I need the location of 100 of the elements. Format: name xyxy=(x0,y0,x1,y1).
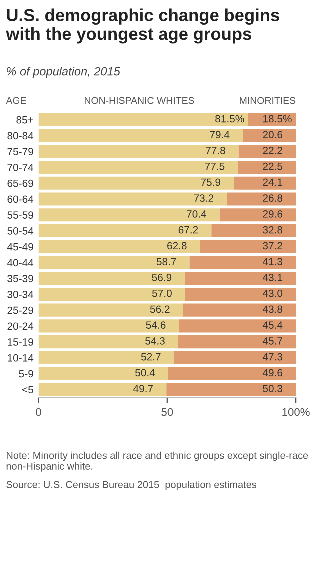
bar xyxy=(38,145,239,158)
y-tick-label: 65-69 xyxy=(8,180,34,188)
y-tick-label: 5-9 xyxy=(19,370,34,378)
bar xyxy=(174,351,296,364)
bar xyxy=(166,383,296,396)
series-label: NON-HISPANIC WHITES xyxy=(85,97,194,104)
data-label: 29.6 xyxy=(263,210,283,218)
bar xyxy=(190,256,296,270)
data-label: 77.8 xyxy=(206,147,226,154)
y-tick-label: 85+ xyxy=(16,116,34,124)
bar xyxy=(38,208,220,222)
bar xyxy=(200,240,296,254)
bar xyxy=(38,336,178,349)
data-label: 50.3 xyxy=(263,385,283,392)
text: Note: Minority includes all race and ethnic groups except single-race non-Hispanic white. xyxy=(6,452,308,472)
bar xyxy=(220,208,296,222)
data-label: 37.2 xyxy=(263,242,282,250)
data-label: 43.0 xyxy=(262,290,283,298)
y-tick-label: 50-54 xyxy=(8,227,34,235)
y-tick-label: 35-39 xyxy=(8,275,34,282)
bar xyxy=(38,240,200,254)
data-label: 79.4 xyxy=(210,131,230,139)
bar xyxy=(38,224,212,238)
source-note: Source: U.S. Census Bureau 2015 population estimates xyxy=(6,480,257,490)
data-label: 49.6 xyxy=(262,369,283,377)
data-label: 67.2 xyxy=(178,226,198,234)
bar xyxy=(185,288,296,301)
bar xyxy=(38,351,174,364)
data-label: 73.2 xyxy=(194,194,214,202)
bar xyxy=(183,304,296,317)
chart-subtitle: % of population, 2015 xyxy=(7,67,120,78)
bar xyxy=(185,272,296,286)
data-label: 24.1 xyxy=(263,178,282,186)
data-label: 32.8 xyxy=(263,226,283,234)
data-label: 49.7 xyxy=(134,385,154,392)
data-label: 52.7 xyxy=(141,353,161,361)
bar xyxy=(227,192,296,206)
chart-title: U.S. demographic change begins with the youngest age groups xyxy=(6,8,280,44)
bar xyxy=(38,256,190,270)
y-tick-label: 10-14 xyxy=(8,354,34,362)
y-tick-label: <5 xyxy=(22,386,34,394)
data-label: 56.9 xyxy=(152,274,172,282)
bar xyxy=(178,336,296,349)
data-label: 20.6 xyxy=(263,131,283,139)
bar xyxy=(38,113,248,126)
bar xyxy=(168,367,296,380)
bar xyxy=(38,272,186,286)
y-tick-label: 25-29 xyxy=(8,306,34,314)
y-tick-label: 30-34 xyxy=(8,290,34,298)
x-tick-label: 50 xyxy=(162,408,174,416)
data-label: 58.7 xyxy=(156,258,176,266)
y-tick-label: 60-64 xyxy=(8,196,34,204)
data-label: 62.8 xyxy=(168,242,187,250)
data-label: 75.9 xyxy=(201,178,220,186)
bar xyxy=(38,383,167,396)
data-label: 77.5 xyxy=(205,163,225,170)
data-label: 57.0 xyxy=(152,290,172,298)
data-label: 43.1 xyxy=(262,274,282,282)
data-label: 47.3 xyxy=(262,353,283,361)
bar xyxy=(212,224,296,238)
bar xyxy=(38,304,184,317)
y-tick-label: 75-79 xyxy=(8,148,34,156)
y-tick-label: 45-49 xyxy=(7,243,34,251)
data-label: 50.4 xyxy=(136,369,156,377)
bar xyxy=(38,160,238,174)
bar xyxy=(38,320,180,333)
bar xyxy=(38,367,168,380)
bar xyxy=(38,129,244,142)
y-tick-label: 70-74 xyxy=(8,164,34,172)
y-tick-label: 80-84 xyxy=(8,132,34,140)
data-label: 22.5 xyxy=(263,162,283,170)
x-tick-label: 100% xyxy=(282,408,310,416)
data-label: 81.5% xyxy=(216,115,244,123)
x-tick-label: 0 xyxy=(36,408,42,416)
bar xyxy=(238,160,296,174)
series-label: MINORITIES xyxy=(240,97,296,104)
bar xyxy=(38,176,234,190)
data-label: 54.6 xyxy=(146,322,166,329)
bar xyxy=(234,176,296,190)
y-tick-label: 15-19 xyxy=(8,338,34,346)
bar xyxy=(243,129,296,142)
y-tick-label: 55-59 xyxy=(8,212,34,219)
data-label: 26.8 xyxy=(263,194,283,202)
bar xyxy=(38,288,186,301)
data-label: 18.5% xyxy=(264,115,292,123)
data-label: 45.4 xyxy=(262,322,283,329)
bar xyxy=(248,113,296,126)
data-label: 43.8 xyxy=(262,306,283,314)
y-axis-title: AGE xyxy=(6,97,26,104)
y-tick-label: 40-44 xyxy=(7,259,34,267)
bar xyxy=(238,145,296,158)
y-tick-label: 20-24 xyxy=(8,322,34,330)
data-label: 41.3 xyxy=(262,258,283,266)
data-label: 56.2 xyxy=(150,306,170,314)
data-label: 22.2 xyxy=(263,147,282,154)
bar xyxy=(179,320,296,333)
data-label: 54.3 xyxy=(146,337,165,345)
data-label: 70.4 xyxy=(187,210,207,218)
bar xyxy=(38,192,228,206)
data-label: 45.7 xyxy=(262,338,282,345)
